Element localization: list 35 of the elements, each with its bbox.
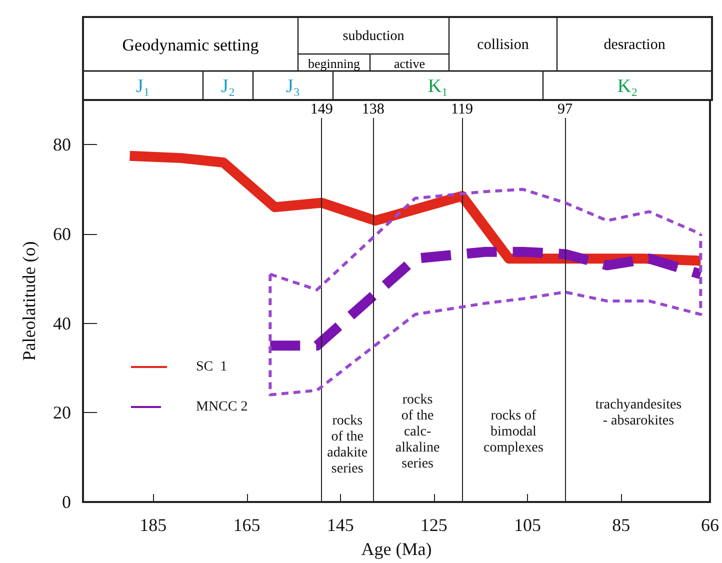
y-axis-title: Paleolatitude (o)	[19, 241, 39, 361]
ref-line-label: 138	[362, 102, 384, 118]
x-tick-label: 185	[140, 515, 167, 535]
y-tick-label: 60	[53, 224, 71, 244]
text: K₂	[617, 76, 638, 97]
ref-line-label: 149	[310, 102, 333, 118]
x-tick-label: 105	[514, 515, 542, 535]
text: active	[394, 56, 426, 71]
text: K₁	[428, 76, 448, 97]
text: Geodynamic setting	[122, 36, 260, 54]
x-tick-label: 125	[420, 515, 448, 535]
y-tick-label: 20	[53, 402, 71, 423]
legend-label: SC 1	[196, 360, 228, 374]
y-tick-label: 40	[53, 313, 71, 334]
text: desraction	[604, 37, 666, 53]
y-tick-label: 80	[53, 134, 71, 155]
annotation: trachyandesites - absarokites	[595, 398, 682, 428]
text: beginning	[308, 56, 360, 71]
text: J₃	[286, 76, 300, 97]
x-tick-label: 165	[233, 515, 260, 535]
text: collision	[477, 37, 530, 53]
legend-label: MNCC 2	[196, 400, 248, 414]
x-tick-label: 85	[612, 515, 630, 535]
annotation: rocks of bimodal complexes	[484, 408, 544, 456]
text: subduction	[342, 29, 404, 44]
annotation: rocks of the adakite series	[327, 414, 368, 476]
ref-line-label: 97	[557, 102, 573, 118]
annotation: rocks of the calc- alkaline series	[395, 392, 440, 472]
y-tick-label: 0	[62, 492, 71, 512]
x-axis-title: Age (Ma)	[361, 539, 432, 559]
text: J₂	[220, 76, 236, 97]
text: J₁	[136, 76, 150, 97]
x-tick-label: 145	[326, 515, 354, 535]
x-tick-label: 66	[701, 515, 719, 535]
ref-line-label: 119	[451, 102, 473, 118]
